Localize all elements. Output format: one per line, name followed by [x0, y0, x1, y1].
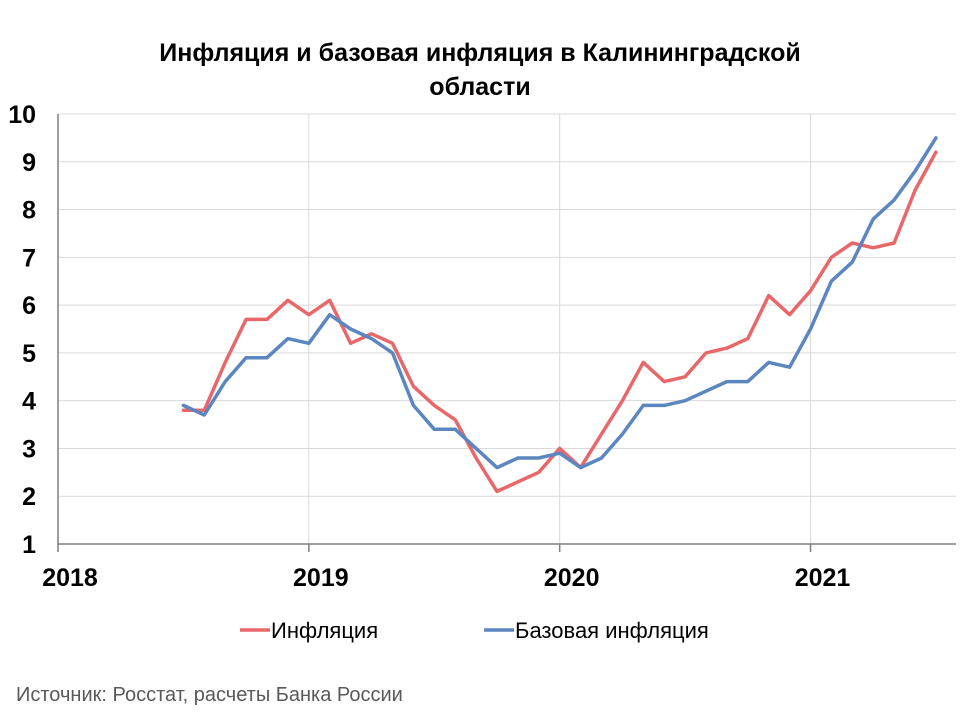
source-note: Источник: Росстат, расчеты Банка России [16, 684, 403, 706]
y-tick-label: 2 [22, 483, 36, 511]
legend-label-2: Базовая инфляция [515, 618, 709, 643]
y-tick-label: 6 [22, 292, 36, 320]
y-tick-label: 7 [22, 244, 36, 272]
series-line-1 [181, 150, 938, 494]
axes: 1 2 3 4 5 6 7 8 9 10 2018 2019 2020 2021 [8, 101, 956, 592]
y-tick-label: 4 [22, 388, 36, 416]
gridlines [58, 113, 956, 544]
x-tick-label: 2020 [544, 564, 600, 592]
chart-title-line-1: Инфляция и базовая инфляция в Калинингра… [159, 39, 801, 67]
legend: Инфляция Базовая инфляция [240, 618, 709, 643]
y-tick-label: 1 [22, 531, 36, 559]
x-tick-label: 2018 [42, 564, 98, 592]
legend-label-1: Инфляция [271, 618, 378, 643]
series-lines [181, 136, 938, 494]
y-tick-label: 9 [22, 149, 36, 177]
y-tick-label: 5 [22, 340, 36, 368]
y-tick-label: 10 [8, 101, 36, 129]
x-tick-label: 2021 [795, 564, 851, 592]
chart-title-line-2: области [429, 73, 531, 101]
y-tick-label: 8 [22, 197, 36, 225]
chart-title: Инфляция и базовая инфляция в Калинингра… [100, 36, 860, 104]
series-line-2 [181, 136, 938, 470]
y-tick-label: 3 [22, 435, 36, 463]
x-tick-label: 2019 [293, 564, 349, 592]
